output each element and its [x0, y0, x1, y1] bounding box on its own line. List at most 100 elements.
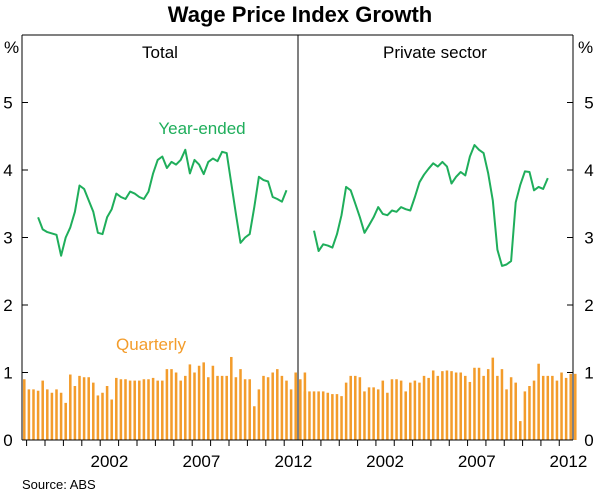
quarterly-bar [138, 380, 141, 440]
year-ended-line [313, 144, 549, 267]
y-tick-label-right: 1 [584, 364, 593, 383]
quarterly-bar [239, 369, 242, 440]
quarterly-bar [115, 377, 118, 440]
quarterly-bar [280, 375, 284, 440]
quarterly-bar [486, 369, 490, 440]
quarterly-bar [211, 365, 215, 440]
quarterly-bar [569, 373, 572, 440]
quarterly-bar [128, 380, 132, 440]
quarterly-bar [574, 373, 577, 440]
quarterly-bar [427, 377, 430, 440]
quarterly-bar [321, 391, 325, 440]
quarterly-bar [546, 375, 550, 440]
quarterly-bar [376, 389, 380, 440]
quarterly-bar [110, 399, 113, 440]
quarterly-bar [468, 381, 472, 440]
quarterly-bar [216, 375, 219, 440]
quarterly-bar [156, 380, 159, 440]
quarterly-bar [133, 380, 136, 440]
quarterly-bar [363, 391, 366, 440]
quarterly-bar [248, 379, 251, 440]
y-tick-label-right: 5 [584, 94, 593, 113]
quarterly-bar [560, 372, 563, 440]
y-tick-label-left: 2 [3, 296, 12, 315]
quarterly-bar [409, 382, 412, 440]
y-tick-label-left: 3 [3, 229, 12, 248]
y-tick-label-right: 2 [584, 296, 593, 315]
quarterly-bar [243, 379, 247, 440]
quarterly-bar [276, 369, 279, 440]
quarterly-bar [308, 391, 311, 440]
quarterly-bar [477, 367, 481, 440]
x-tick-label: 2012 [274, 452, 312, 471]
quarterly-bar [92, 382, 95, 440]
quarterly-bar [496, 375, 499, 440]
quarterly-bar [454, 372, 458, 440]
quarterly-bar [184, 375, 187, 440]
quarterly-bar [299, 380, 302, 440]
annotation-year-ended: Year-ended [158, 119, 245, 138]
quarterly-bar [73, 386, 77, 440]
quarterly-bar [532, 380, 536, 440]
quarterly-bar [220, 375, 224, 440]
quarterly-bar [381, 380, 385, 440]
quarterly-bar [147, 379, 150, 440]
quarterly-bar [36, 390, 40, 440]
quarterly-bar [78, 375, 81, 440]
quarterly-bar [555, 380, 559, 440]
quarterly-bar [326, 392, 330, 440]
quarterly-bar [96, 395, 100, 440]
quarterly-bar [271, 372, 274, 440]
quarterly-bar [354, 375, 357, 440]
quarterly-bar [514, 382, 517, 440]
quarterly-bar [230, 356, 233, 440]
quarterly-bar [101, 392, 104, 440]
quarterly-bar [82, 377, 86, 440]
quarterly-bar [266, 377, 270, 440]
quarterly-bar [197, 365, 201, 440]
x-tick-label: 2012 [550, 452, 588, 471]
quarterly-bar [151, 377, 155, 440]
quarterly-bar [69, 374, 72, 440]
quarterly-bar [165, 369, 169, 440]
quarterly-bar [335, 394, 339, 440]
quarterly-bar [124, 379, 127, 440]
quarterly-bar [207, 377, 210, 440]
quarterly-bar [491, 357, 495, 440]
quarterly-bar [505, 389, 508, 440]
quarterly-bar [303, 391, 307, 440]
quarterly-bar [253, 406, 256, 440]
quarterly-bar [87, 377, 90, 440]
quarterly-bar [422, 375, 426, 440]
y-tick-label-right: 0 [584, 431, 593, 450]
x-tick-label: 2007 [458, 452, 496, 471]
quarterly-bar [289, 389, 293, 440]
quarterly-bar [441, 371, 444, 440]
quarterly-bar [234, 377, 238, 440]
quarterly-bar [459, 372, 462, 440]
quarterly-bar [537, 363, 540, 440]
quarterly-bar [413, 380, 417, 440]
quarterly-bar [64, 402, 67, 440]
y-tick-label-right: 3 [584, 229, 593, 248]
quarterly-bar [395, 379, 398, 440]
quarterly-bar [179, 380, 182, 440]
quarterly-bar [482, 375, 485, 440]
quarterly-bar [564, 377, 568, 440]
quarterly-bar [59, 392, 63, 440]
quarterly-bar [50, 392, 54, 440]
x-tick-label: 2007 [182, 452, 220, 471]
quarterly-bar [386, 392, 389, 440]
year-ended-line [37, 148, 288, 257]
quarterly-bar [464, 375, 467, 440]
quarterly-bar [174, 372, 178, 440]
quarterly-bar [418, 382, 421, 440]
x-tick-label: 2002 [90, 452, 128, 471]
quarterly-bar [404, 391, 407, 440]
y-tick-label-left: 4 [3, 161, 12, 180]
quarterly-bar [55, 389, 58, 440]
quarterly-bar [523, 391, 527, 440]
quarterly-bar [294, 372, 297, 440]
quarterly-bar [285, 380, 288, 440]
quarterly-bar [188, 364, 192, 440]
